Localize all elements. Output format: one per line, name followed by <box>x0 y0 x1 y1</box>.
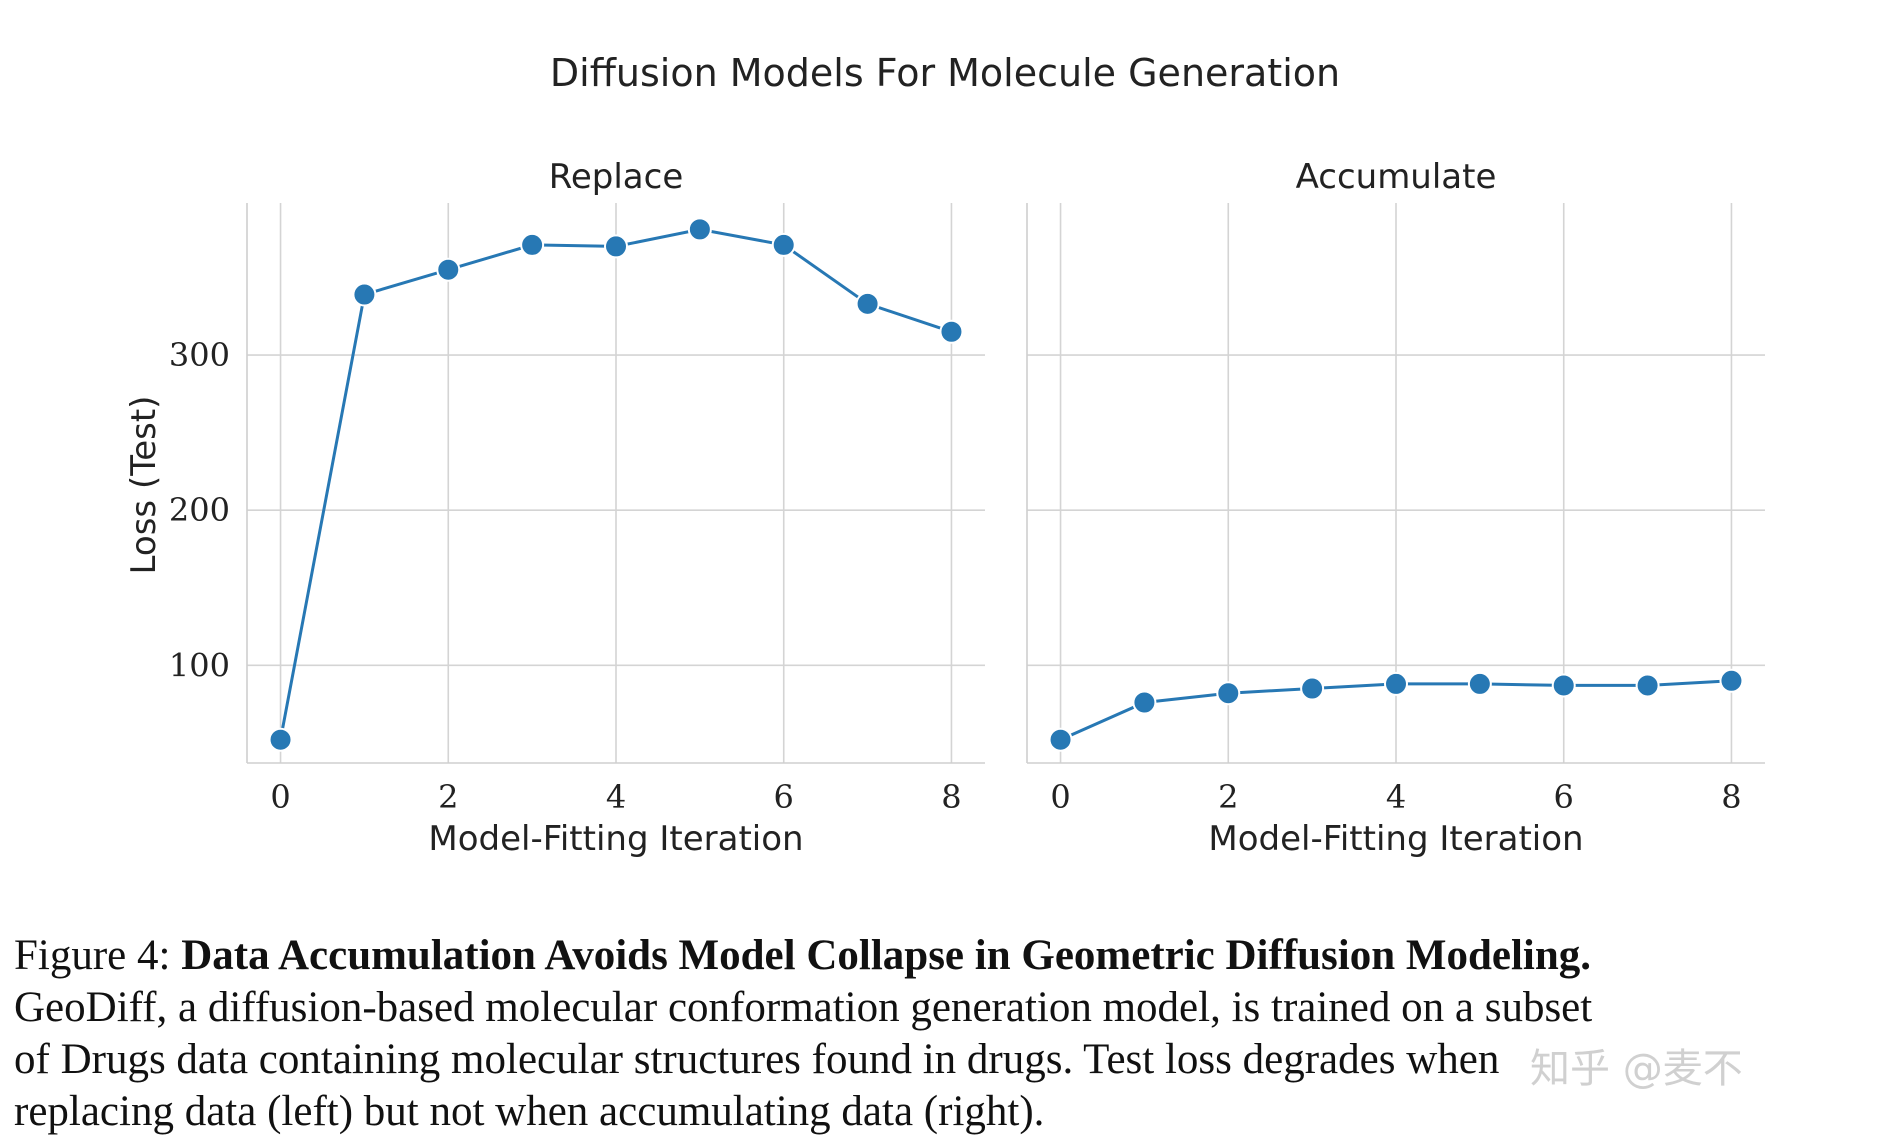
figure-chart: Diffusion Models For Molecule Generation… <box>124 51 1765 859</box>
figure-title: Diffusion Models For Molecule Generation <box>550 51 1340 95</box>
data-point <box>1467 671 1492 696</box>
x-tick-label: 2 <box>438 778 458 816</box>
x-tick-label: 8 <box>941 778 961 816</box>
x-tick-label: 6 <box>774 778 794 816</box>
data-point <box>1300 676 1325 701</box>
y-tick-label: 300 <box>169 336 230 374</box>
gridlines-0 <box>246 203 985 764</box>
data-point <box>771 232 796 257</box>
x-axis-label-accumulate: Model-Fitting Iteration <box>1208 819 1583 859</box>
data-point <box>1132 690 1157 715</box>
data-point <box>604 234 628 259</box>
y-tick-label: 100 <box>169 646 230 684</box>
data-point <box>1384 671 1408 696</box>
y-tick-label: 200 <box>169 491 230 529</box>
panel-title-replace: Replace <box>549 157 684 197</box>
data-point <box>1048 727 1073 752</box>
data-point <box>1551 673 1576 698</box>
data-point <box>939 319 964 344</box>
figure-caption: Figure 4: Data Accumulation Avoids Model… <box>14 930 1874 1138</box>
caption-line-4: replacing data (left) but not when accum… <box>14 1088 1045 1135</box>
x-tick-label: 8 <box>1721 778 1741 816</box>
data-point <box>1216 681 1241 706</box>
x-tick-label: 4 <box>606 778 626 816</box>
x-tick-label: 0 <box>270 778 290 816</box>
x-tick-label: 4 <box>1386 778 1406 816</box>
data-point <box>1635 673 1660 698</box>
caption-bold-title: Data Accumulation Avoids Model Collapse … <box>181 932 1592 979</box>
gridlines-1 <box>1026 203 1765 764</box>
panel-title-accumulate: Accumulate <box>1296 157 1497 197</box>
data-point <box>855 291 880 316</box>
x-tick-label: 2 <box>1218 778 1238 816</box>
x-tick-label: 6 <box>1554 778 1574 816</box>
panel-replace: Replace Model-Fitting Iteration 0 2 4 6 8 100… <box>169 157 985 859</box>
x-axis-label-replace: Model-Fitting Iteration <box>428 819 803 859</box>
x-tick-label: 0 <box>1050 778 1070 816</box>
caption-line-2: GeoDiff, a diffusion-based molecular con… <box>14 984 1593 1031</box>
watermark: 知乎 @麦不 <box>1530 1046 1743 1092</box>
data-point <box>352 282 377 307</box>
data-point <box>520 232 545 257</box>
data-point <box>1719 668 1744 693</box>
data-point <box>268 727 293 752</box>
y-axis-label: Loss (Test) <box>124 396 164 575</box>
panel-accumulate: Accumulate Model-Fitting Iteration 0 2 4 6 8 <box>1026 157 1765 859</box>
caption-line-1: Figure 4: Data Accumulation Avoids Model… <box>14 930 1874 982</box>
caption-label: Figure 4: <box>14 932 171 979</box>
data-point <box>687 217 712 242</box>
data-point <box>436 257 461 282</box>
caption-line-3: of Drugs data containing molecular struc… <box>14 1036 1500 1083</box>
